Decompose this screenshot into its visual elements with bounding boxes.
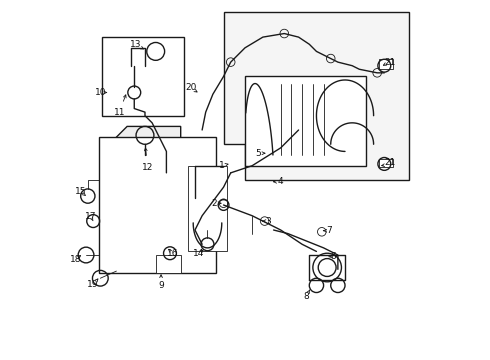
Text: 7: 7 — [326, 226, 332, 235]
Bar — [188, 166, 227, 251]
Bar — [98, 137, 217, 273]
Text: 12: 12 — [142, 163, 153, 172]
Text: 16: 16 — [167, 249, 178, 258]
Bar — [156, 255, 181, 273]
Text: 8: 8 — [304, 292, 309, 301]
Text: 21: 21 — [384, 58, 395, 67]
Polygon shape — [117, 126, 181, 258]
Text: 9: 9 — [158, 281, 164, 290]
Text: 2: 2 — [212, 199, 218, 208]
Text: 17: 17 — [85, 212, 97, 221]
Text: 19: 19 — [87, 280, 99, 289]
Text: 5: 5 — [256, 149, 262, 158]
Text: 6: 6 — [331, 252, 337, 261]
Polygon shape — [223, 12, 409, 180]
Text: 21: 21 — [384, 158, 395, 167]
Text: 10: 10 — [95, 88, 106, 97]
Text: 18: 18 — [70, 255, 81, 264]
Text: 1: 1 — [219, 161, 224, 170]
Bar — [379, 59, 393, 69]
Bar — [102, 37, 184, 116]
Text: 11: 11 — [114, 108, 125, 117]
Text: 4: 4 — [277, 177, 283, 186]
Text: 20: 20 — [185, 83, 196, 92]
Text: 15: 15 — [75, 187, 86, 196]
Text: 14: 14 — [193, 249, 204, 258]
Bar — [245, 76, 367, 166]
Bar — [379, 158, 393, 167]
Text: 3: 3 — [266, 217, 271, 226]
Text: 13: 13 — [130, 40, 142, 49]
